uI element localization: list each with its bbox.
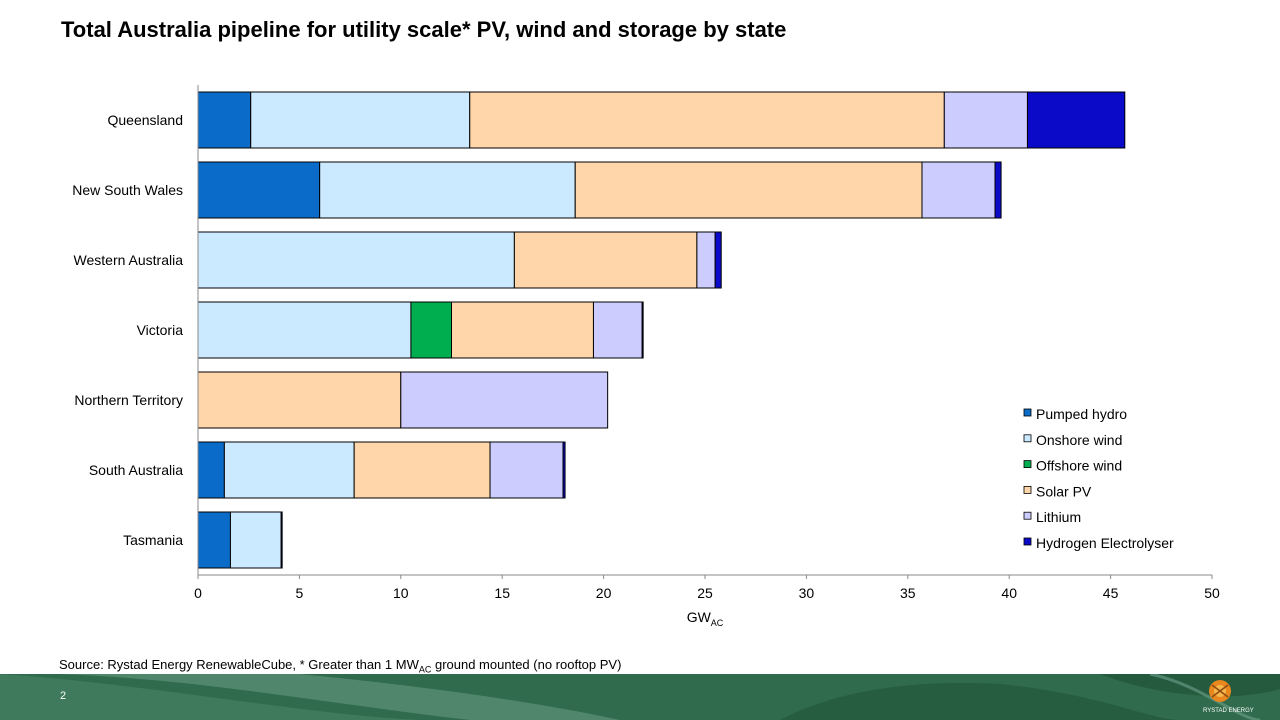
category-label: Victoria <box>137 322 184 338</box>
bar-segment <box>921 161 996 219</box>
source-suffix: ground mounted (no rooftop PV) <box>431 657 622 672</box>
x-tick-label: 15 <box>494 585 510 601</box>
x-tick-label: 5 <box>296 585 304 601</box>
bar-segment <box>229 511 282 569</box>
legend-label: Onshore wind <box>1036 432 1122 448</box>
source-note: Source: Rystad Energy RenewableCube, * G… <box>59 657 621 675</box>
legend-label: Pumped hydro <box>1036 406 1127 422</box>
x-tick-label: 50 <box>1204 585 1220 601</box>
bar-segment <box>197 511 231 569</box>
legend-swatch <box>1023 460 1032 469</box>
category-label: Tasmania <box>123 532 183 548</box>
x-tick-label: 30 <box>799 585 815 601</box>
bar-segment <box>410 301 453 359</box>
source-sub: AC <box>418 664 432 675</box>
x-tick-label: 45 <box>1103 585 1119 601</box>
bar-segment <box>994 161 1002 219</box>
legend-swatch <box>1023 485 1032 494</box>
bar-segment <box>197 301 412 359</box>
legend-swatch <box>1023 434 1032 443</box>
x-tick-label: 0 <box>194 585 202 601</box>
bar-segment <box>513 231 698 289</box>
chart-title: Total Australia pipeline for utility sca… <box>61 17 787 42</box>
bar-segment <box>714 231 722 289</box>
source-prefix: Source: Rystad Energy RenewableCube, * G… <box>59 657 419 672</box>
rystad-logo-icon <box>1209 680 1231 702</box>
stacked-bar-chart: Queensland New South Wales Western Austral… <box>72 85 1220 628</box>
x-axis-label: GWAC <box>687 609 724 628</box>
x-tick-label: 25 <box>697 585 713 601</box>
x-tick-label: 35 <box>900 585 916 601</box>
x-tick-label: 40 <box>1001 585 1017 601</box>
bar-segment <box>574 161 923 219</box>
category-label: South Australia <box>89 462 183 478</box>
legend-label: Solar PV <box>1036 483 1092 499</box>
bar-segment <box>250 91 471 149</box>
bar-segment <box>469 91 945 149</box>
category-label: Queensland <box>107 112 183 128</box>
legend-label: Offshore wind <box>1036 458 1122 474</box>
bar-segment <box>319 161 576 219</box>
bar-segment <box>223 441 355 499</box>
legend-swatch <box>1023 408 1032 417</box>
bar-segment <box>489 441 564 499</box>
footer-banner <box>0 674 1280 720</box>
bar-segment <box>197 161 321 219</box>
x-tick-label: 10 <box>393 585 409 601</box>
bar-segment <box>1026 91 1126 149</box>
bar-segment <box>197 231 515 289</box>
bar-segment <box>641 301 644 359</box>
category-label: Northern Territory <box>74 392 183 408</box>
bar-segment <box>562 441 566 499</box>
legend-swatch <box>1023 537 1032 546</box>
page-number: 2 <box>60 690 67 702</box>
bar-segment <box>400 371 609 429</box>
bar-segment <box>592 301 643 359</box>
bar-segment <box>696 231 716 289</box>
legend-swatch <box>1023 511 1032 520</box>
x-tick-label: 20 <box>596 585 612 601</box>
bar-segment <box>353 441 491 499</box>
bar-segment <box>197 441 225 499</box>
bar-segment <box>943 91 1028 149</box>
bar-segment <box>280 511 283 569</box>
bar-segment <box>451 301 594 359</box>
category-label: Western Australia <box>74 252 184 268</box>
category-label: New South Wales <box>72 182 183 198</box>
legend-label: Hydrogen Electrolyser <box>1036 535 1174 551</box>
legend-label: Lithium <box>1036 509 1081 525</box>
bar-segment <box>197 91 252 149</box>
footer-wave-decoration <box>0 674 1280 720</box>
bar-segment <box>197 371 402 429</box>
logo-text: RYSTAD ENERGY <box>1203 708 1254 714</box>
